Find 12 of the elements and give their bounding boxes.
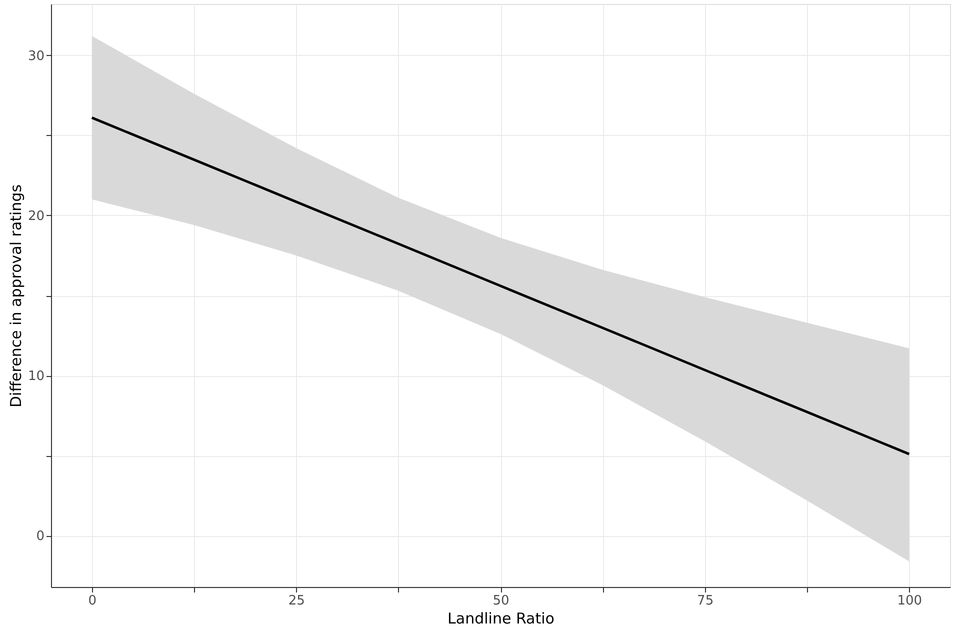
y-tick-label: 10 (28, 369, 44, 384)
y-axis-title: Difference in approval ratings (6, 184, 25, 408)
x-axis-title: Landline Ratio (448, 610, 554, 628)
y-tick-label: 0 (36, 529, 44, 544)
x-tick-label: 75 (697, 594, 714, 608)
y-tick-label: 30 (28, 48, 44, 64)
line-series (90, 116, 910, 456)
y-tick-label: 20 (28, 208, 44, 224)
x-tick-label: 25 (288, 594, 305, 608)
x-tick-label: 50 (492, 594, 510, 608)
x-tick-label: 0 (88, 594, 97, 608)
x-tick-label: 100 (897, 594, 922, 608)
